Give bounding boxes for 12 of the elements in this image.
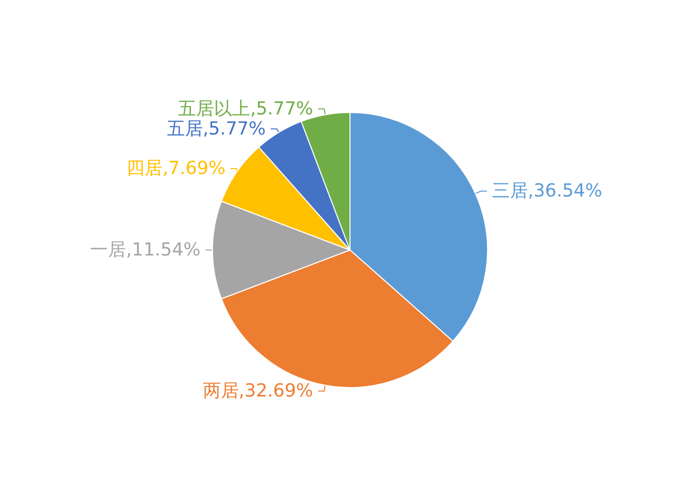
slice-label: 三居 <box>492 180 528 202</box>
data-label: ,5.77% <box>250 98 314 120</box>
slice-label: 一居 <box>90 240 126 260</box>
data-label: ,36.54% <box>528 180 602 202</box>
slice-label: 五居以上 <box>178 98 250 120</box>
data-label: ,5.77% <box>202 118 266 140</box>
data-label: ,32.69% <box>238 380 314 402</box>
slice-label: 两居 <box>202 380 239 402</box>
data-label: ,7.69% <box>162 158 226 179</box>
slice-label: 五居 <box>166 118 203 140</box>
data-label: ,11.54% <box>126 240 200 260</box>
slice-label: 四居 <box>126 158 163 179</box>
